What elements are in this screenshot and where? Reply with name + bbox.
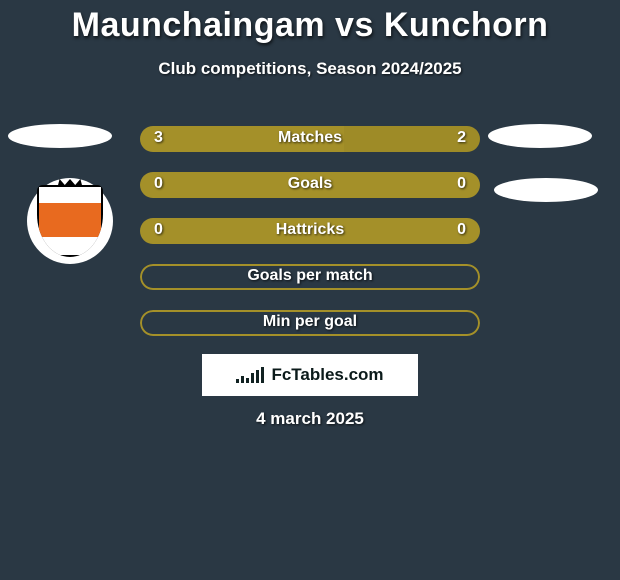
team-badge-left bbox=[27, 178, 113, 264]
crest-icon bbox=[37, 185, 103, 257]
stat-label: Goals bbox=[140, 175, 480, 193]
bar-chart-icon bbox=[236, 367, 264, 383]
placeholder-ellipse bbox=[488, 124, 592, 148]
placeholder-ellipse bbox=[8, 124, 112, 148]
stat-label: Matches bbox=[140, 129, 480, 147]
date-label: 4 march 2025 bbox=[0, 409, 620, 429]
stat-row: Goals per match bbox=[0, 264, 620, 310]
source-logo: FcTables.com bbox=[202, 354, 418, 396]
stat-label: Min per goal bbox=[140, 313, 480, 331]
placeholder-ellipse bbox=[494, 178, 598, 202]
source-logo-text: FcTables.com bbox=[271, 365, 383, 385]
stat-label: Hattricks bbox=[140, 221, 480, 239]
page-title: Maunchaingam vs Kunchorn bbox=[0, 0, 620, 45]
stat-label: Goals per match bbox=[140, 267, 480, 285]
subtitle: Club competitions, Season 2024/2025 bbox=[0, 59, 620, 79]
stat-row: Min per goal bbox=[0, 310, 620, 356]
